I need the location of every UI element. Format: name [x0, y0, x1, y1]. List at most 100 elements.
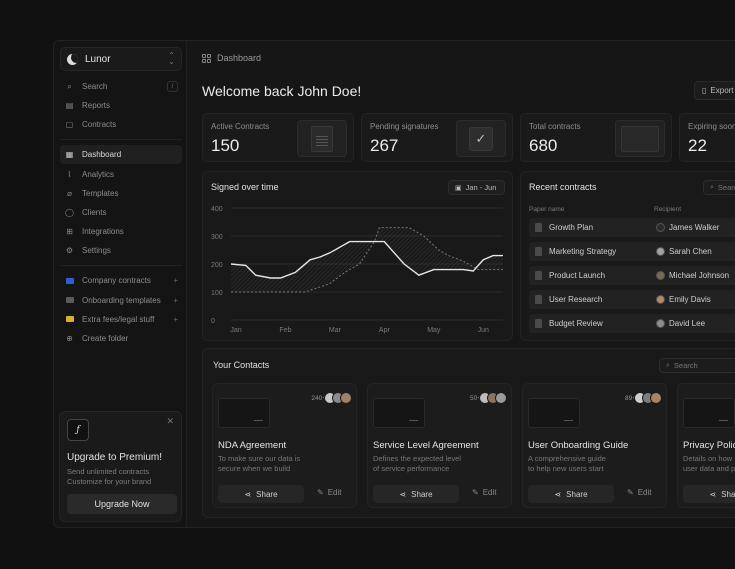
edit-label: Edit — [637, 488, 652, 497]
avatar — [656, 295, 665, 304]
plus-icon[interactable]: + — [173, 295, 178, 305]
card-title: Privacy Policy — [683, 440, 735, 451]
sidebar-item-analytics[interactable]: ⌇ Analytics — [60, 165, 182, 184]
chart-icon: ⌇ — [67, 169, 72, 179]
edit-button[interactable]: ✎ Edit — [317, 488, 342, 497]
contacts-section: Your Contacts ⌕ Search 240+ NDA Agreemen… — [202, 348, 735, 518]
upgrade-title: Upgrade to Premium! — [67, 452, 163, 463]
recipient-name: David Lee — [669, 319, 706, 328]
calendar-icon: ▣ — [455, 184, 462, 192]
sidebar-item-templates[interactable]: ⌀ Templates — [60, 184, 182, 203]
contacts-search-label: Search — [673, 361, 698, 370]
table-row[interactable]: Marketing Strategy Sarah Chen — [529, 242, 735, 261]
upgrade-desc: Send unlimited contracts Customize for y… — [67, 467, 174, 487]
share-label: Share — [256, 489, 278, 499]
stat-card-total[interactable]: Total contracts 680 — [520, 113, 672, 162]
share-icon: ⋖ — [244, 489, 252, 499]
edit-button[interactable]: ✎ Edit — [472, 488, 497, 497]
x-tick-label: Jun — [478, 327, 489, 334]
edit-label: Edit — [327, 488, 342, 497]
contact-card-sla[interactable]: 50+ Service Level Agreement Defines the … — [367, 383, 512, 508]
table-row[interactable]: Product Launch Michael Johnson — [529, 266, 735, 285]
edit-button[interactable]: ✎ Edit — [627, 488, 652, 497]
close-icon[interactable]: ✕ — [166, 416, 174, 426]
sidebar-folder-onboarding[interactable]: Onboarding templates + — [60, 291, 182, 310]
recent-search-label: Search — [717, 183, 735, 192]
workspace-name: Lunor — [85, 53, 111, 65]
card-desc-line: A comprehensive guide — [528, 454, 606, 463]
breadcrumb-label[interactable]: Dashboard — [217, 53, 262, 63]
sidebar-folder-extra-fees[interactable]: Extra fees/legal stuff + — [60, 310, 182, 329]
card-desc-line: to help new users start — [528, 464, 604, 473]
stat-label: Total contracts — [529, 122, 581, 131]
x-tick-label: Feb — [279, 327, 291, 334]
sidebar-item-label: Dashboard — [82, 150, 122, 160]
table-row[interactable]: Growth Plan James Walker — [529, 218, 735, 237]
sidebar-item-label: Reports — [82, 101, 111, 111]
stat-card-active[interactable]: Active Contracts 150 — [202, 113, 354, 162]
sidebar-item-label: Contracts — [82, 120, 117, 130]
stat-label: Expiring soon — [688, 122, 735, 131]
upgrade-now-button[interactable]: Upgrade Now — [67, 494, 177, 514]
table-row[interactable]: Budget Review David Lee — [529, 314, 735, 333]
share-icon: ⋖ — [399, 489, 407, 499]
share-button[interactable]: ⋖ Share — [683, 485, 735, 503]
share-button[interactable]: ⋖ Share — [528, 485, 614, 503]
sidebar-item-dashboard[interactable]: ▦ Dashboard — [60, 145, 182, 165]
card-title: Service Level Agreement — [373, 440, 479, 451]
contact-card-nda[interactable]: 240+ NDA Agreement To make sure our data… — [212, 383, 357, 508]
grid-icon — [202, 53, 211, 63]
date-range-label: Jan - Jun — [465, 183, 497, 192]
gear-icon: ⚙ — [65, 246, 74, 256]
document-thumbnail — [528, 398, 580, 428]
create-folder-button[interactable]: ⊕ Create folder — [60, 329, 182, 348]
sidebar-search-label: Search — [82, 82, 108, 91]
contacts-search[interactable]: ⌕ Search — [659, 358, 735, 373]
avatar — [656, 247, 665, 256]
member-count: 50+ — [469, 395, 481, 402]
date-range-button[interactable]: ▣ Jan - Jun — [448, 180, 505, 195]
sidebar-item-contracts[interactable]: ▢ Contracts — [60, 115, 182, 134]
folder-plus-icon: ⊕ — [66, 333, 73, 343]
plus-icon[interactable]: + — [173, 276, 178, 286]
card-desc-line: Details on how — [683, 454, 733, 463]
contacts-title: Your Contacts — [213, 360, 270, 370]
clip-icon: ⌀ — [67, 188, 72, 198]
paper-name: Growth Plan — [549, 223, 594, 232]
sidebar-divider — [60, 139, 182, 141]
avatar — [656, 319, 665, 328]
share-label: Share — [411, 489, 433, 499]
share-label: Share — [721, 489, 735, 499]
series-line-solid — [230, 240, 503, 279]
export-button[interactable]: ▯ Export — [694, 81, 735, 100]
create-folder-label: Create folder — [82, 333, 129, 343]
share-button[interactable]: ⋖ Share — [373, 485, 459, 503]
export-label: Export — [710, 86, 734, 95]
share-button[interactable]: ⋖ Share — [218, 485, 304, 503]
workspace-switcher[interactable]: Lunor ⌃ ⌄ — [60, 47, 182, 71]
stat-card-expiring[interactable]: Expiring soon 22 — [679, 113, 735, 162]
grid-icon: ▦ — [65, 150, 74, 160]
sidebar-search[interactable]: ⌕ Search / — [60, 77, 182, 96]
contact-card-onboarding[interactable]: 89+ User Onboarding Guide A comprehensiv… — [522, 383, 667, 508]
x-tick-label: Jan — [230, 327, 241, 334]
plus-icon[interactable]: + — [173, 314, 178, 324]
sidebar-divider — [60, 265, 182, 267]
sidebar-item-reports[interactable]: ▤ Reports — [60, 96, 182, 115]
document-thumbnail — [373, 398, 425, 428]
signed-over-time-card: Signed over time ▣ Jan - Jun 0 100 200 300 4… — [202, 171, 513, 341]
avatar-stack — [634, 392, 662, 404]
document-thumbnail — [218, 398, 270, 428]
card-title: NDA Agreement — [218, 440, 287, 451]
stat-card-pending[interactable]: Pending signatures 267 ✓ — [361, 113, 513, 162]
sidebar-item-integrations[interactable]: ⊞ Integrations — [60, 222, 182, 241]
recent-search[interactable]: ⌕ Search — [703, 180, 735, 195]
card-desc: To make sure our data is secure when we b… — [218, 454, 318, 474]
pencil-icon: ✎ — [317, 488, 324, 497]
upgrade-card: ƒ ✕ Upgrade to Premium! Send unlimited c… — [59, 411, 182, 522]
table-row[interactable]: User Research Emily Davis — [529, 290, 735, 309]
sidebar-folder-company-contracts[interactable]: Company contracts + — [60, 271, 182, 290]
sidebar-item-settings[interactable]: ⚙ Settings — [60, 241, 182, 260]
sidebar-item-clients[interactable]: ◯ Clients — [60, 203, 182, 222]
